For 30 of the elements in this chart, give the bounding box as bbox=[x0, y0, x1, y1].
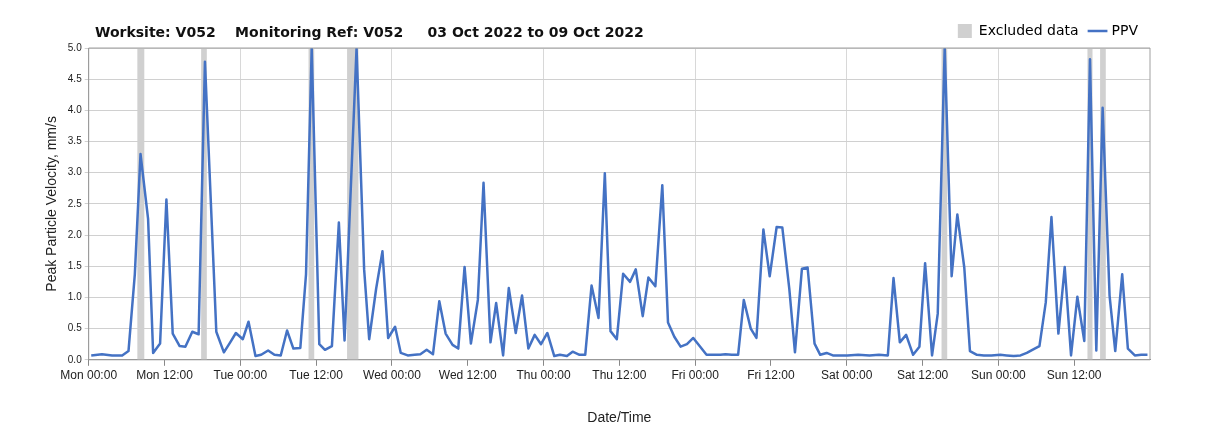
x-tick-label: Tue 00:00 bbox=[213, 368, 268, 383]
x-tick-label: Wed 12:00 bbox=[438, 368, 497, 383]
y-tick-label: 1.0 bbox=[67, 291, 83, 303]
x-axis-title: Date/Time bbox=[587, 409, 652, 426]
legend-label: Excluded data bbox=[978, 21, 1079, 38]
x-tick-label: Thu 00:00 bbox=[516, 368, 571, 383]
y-tick-label: 2.5 bbox=[67, 197, 83, 209]
chart-title: Worksite: V052 Monitoring Ref: V052 03 Oct 2022 to 09 Oct 2022 bbox=[95, 24, 644, 40]
x-tick-label: Fri 00:00 bbox=[671, 368, 720, 383]
x-tick-label: Fri 12:00 bbox=[747, 368, 795, 383]
x-tick-label: Mon 00:00 bbox=[60, 368, 118, 383]
x-tick-label: Sun 12:00 bbox=[1046, 368, 1102, 383]
x-tick-label: Sat 12:00 bbox=[896, 368, 949, 383]
y-tick-label: 5.0 bbox=[67, 41, 83, 53]
y-axis-title: Peak Particle Velocity, mm/s bbox=[43, 116, 60, 292]
x-tick-label: Tue 12:00 bbox=[289, 368, 344, 383]
y-tick-label: 4.5 bbox=[67, 72, 83, 84]
x-tick-label: Thu 12:00 bbox=[592, 368, 647, 383]
y-tick-label: 3.5 bbox=[67, 135, 83, 147]
y-tick-label: 1.5 bbox=[67, 260, 83, 272]
x-tick-label: Sun 00:00 bbox=[971, 368, 1027, 383]
x-tick-label: Sat 00:00 bbox=[821, 368, 873, 383]
x-tick-label: Wed 00:00 bbox=[363, 368, 422, 383]
y-tick-label: 0.5 bbox=[67, 322, 83, 334]
y-tick-label: 3.0 bbox=[67, 166, 83, 178]
y-tick-label: 4.0 bbox=[67, 104, 83, 116]
legend-label: PPV bbox=[1111, 21, 1139, 38]
y-tick-label: 0.0 bbox=[67, 353, 83, 365]
x-tick-label: Mon 12:00 bbox=[136, 368, 194, 383]
y-tick-label: 2.0 bbox=[67, 228, 83, 240]
